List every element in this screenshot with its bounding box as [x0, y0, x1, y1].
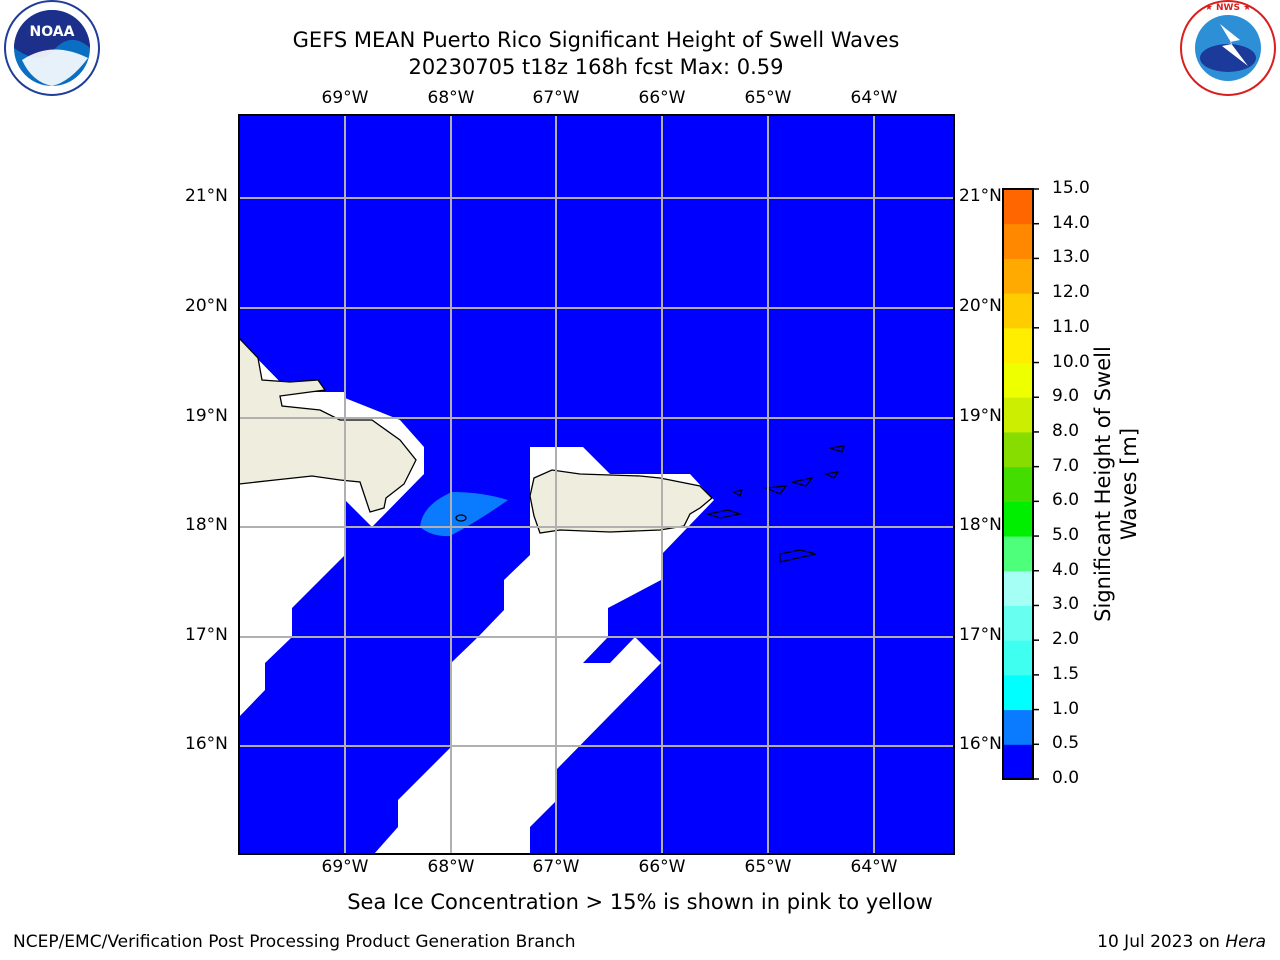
- land-hispaniola: [239, 337, 417, 513]
- colorbar-band: [1003, 397, 1033, 433]
- lat-label-left: 16°N: [185, 734, 228, 754]
- nws-logo-icon: ★ NWS ★: [1180, 0, 1276, 96]
- colorbar-tick-label: 8.0: [1052, 420, 1080, 441]
- lat-label-left: 20°N: [185, 296, 228, 316]
- colorbar-tick-label: 7.0: [1052, 455, 1080, 476]
- colorbar-tick-label: 2.0: [1052, 629, 1080, 650]
- colorbar-tick-label: 3.0: [1052, 594, 1080, 615]
- lon-label-top: 68°W: [427, 88, 475, 108]
- colorbar-band: [1003, 293, 1033, 329]
- masked-region-puerto-rico: [374, 447, 714, 854]
- colorbar-tick-label: 1.5: [1052, 663, 1080, 684]
- lon-label-bottom: 68°W: [427, 857, 475, 877]
- colorbar-band: [1003, 223, 1033, 259]
- colorbar-band: [1003, 674, 1033, 711]
- colorbar-tick-label: 10.0: [1052, 351, 1090, 372]
- colorbar-tick-label: 6.0: [1052, 490, 1080, 511]
- island-mona: [455, 514, 467, 522]
- lat-label-right: 21°N: [959, 186, 1002, 206]
- colorbar-tick-label: 12.0: [1052, 282, 1090, 303]
- colorbar-bands: [1003, 189, 1033, 780]
- lon-label-top: 66°W: [638, 88, 686, 108]
- colorbar-band: [1003, 640, 1033, 676]
- colorbar-tick-label: 9.0: [1052, 386, 1080, 407]
- lat-label-left: 18°N: [185, 515, 228, 535]
- colorbar-band: [1003, 466, 1033, 502]
- colorbar-tick-label: 5.0: [1052, 525, 1080, 546]
- colorbar-tick-label: 0.5: [1052, 733, 1080, 754]
- lat-label-right: 17°N: [959, 625, 1002, 645]
- lon-label-bottom: 67°W: [532, 857, 580, 877]
- lat-label-right: 18°N: [959, 515, 1002, 535]
- footer-date: 10 Jul 2023 on Hera: [1097, 932, 1266, 952]
- footer-date-text: 10 Jul 2023 on: [1097, 932, 1220, 952]
- colorbar-band: [1003, 189, 1033, 225]
- swell-contour-05: [420, 492, 508, 537]
- colorbar-band: [1003, 501, 1033, 537]
- island-anegada: [829, 445, 845, 453]
- colorbar-band: [1003, 362, 1033, 398]
- colorbar-band: [1003, 431, 1033, 468]
- colorbar-tick-label: 13.0: [1052, 247, 1090, 268]
- lat-label-left: 17°N: [185, 625, 228, 645]
- colorbar-frame: [1002, 188, 1034, 780]
- colorbar-tick-label: 1.0: [1052, 698, 1080, 719]
- colorbar-band: [1003, 536, 1033, 572]
- colorbar-tick-label: 15.0: [1052, 178, 1090, 198]
- colorbar-band: [1003, 258, 1033, 294]
- noaa-logo-text: NOAA: [30, 24, 75, 40]
- island-virgin-gorda: [824, 471, 840, 479]
- colorbar-band: [1003, 605, 1033, 641]
- island-culebra: [732, 489, 743, 497]
- chart-subtitle: 20230705 t18z 168h fcst Max: 0.59: [408, 55, 784, 79]
- lon-label-bottom: 66°W: [638, 857, 686, 877]
- sea-ice-caption: Sea Ice Concentration > 15% is shown in …: [347, 890, 933, 914]
- colorbar-band: [1003, 570, 1033, 606]
- lon-label-bottom: 64°W: [850, 857, 898, 877]
- lat-label-right: 19°N: [959, 406, 1002, 426]
- lat-label-left: 21°N: [185, 186, 228, 206]
- svg-text:★ NWS ★: ★ NWS ★: [1205, 3, 1251, 13]
- footer-org: NCEP/EMC/Verification Post Processing Pr…: [13, 932, 576, 952]
- colorbar-tick-label: 11.0: [1052, 316, 1090, 337]
- lat-label-right: 20°N: [959, 296, 1002, 316]
- colorbar-band: [1003, 709, 1033, 745]
- colorbar-band: [1003, 744, 1033, 780]
- lon-label-bottom: 69°W: [321, 857, 369, 877]
- lon-label-top: 67°W: [532, 88, 580, 108]
- noaa-logo-icon: NOAA: [4, 0, 100, 96]
- island-st-croix: [779, 549, 817, 563]
- island-vieques: [705, 509, 743, 519]
- lon-label-bottom: 65°W: [744, 857, 792, 877]
- colorbar-tick-label: 0.0: [1052, 768, 1080, 788]
- gridlines: [239, 115, 954, 854]
- map-frame: [238, 114, 955, 855]
- island-tortola: [791, 477, 814, 487]
- chart-title: GEFS MEAN Puerto Rico Significant Height…: [292, 28, 900, 52]
- lat-label-left: 19°N: [185, 406, 228, 426]
- island-st-thomas: [765, 485, 788, 495]
- colorbar-tick-label: 14.0: [1052, 212, 1090, 233]
- colorbar-tick-label: 4.0: [1052, 559, 1080, 580]
- footer-machine: Hera: [1225, 932, 1266, 952]
- colorbar-tick-marks: [1033, 188, 1039, 780]
- lon-label-top: 69°W: [321, 88, 369, 108]
- lon-label-top: 65°W: [744, 88, 792, 108]
- colorbar-label: Significant Height of Swell Waves [m]: [1091, 346, 1141, 622]
- lat-label-right: 16°N: [959, 734, 1002, 754]
- colorbar-band: [1003, 327, 1033, 364]
- lon-label-top: 64°W: [850, 88, 898, 108]
